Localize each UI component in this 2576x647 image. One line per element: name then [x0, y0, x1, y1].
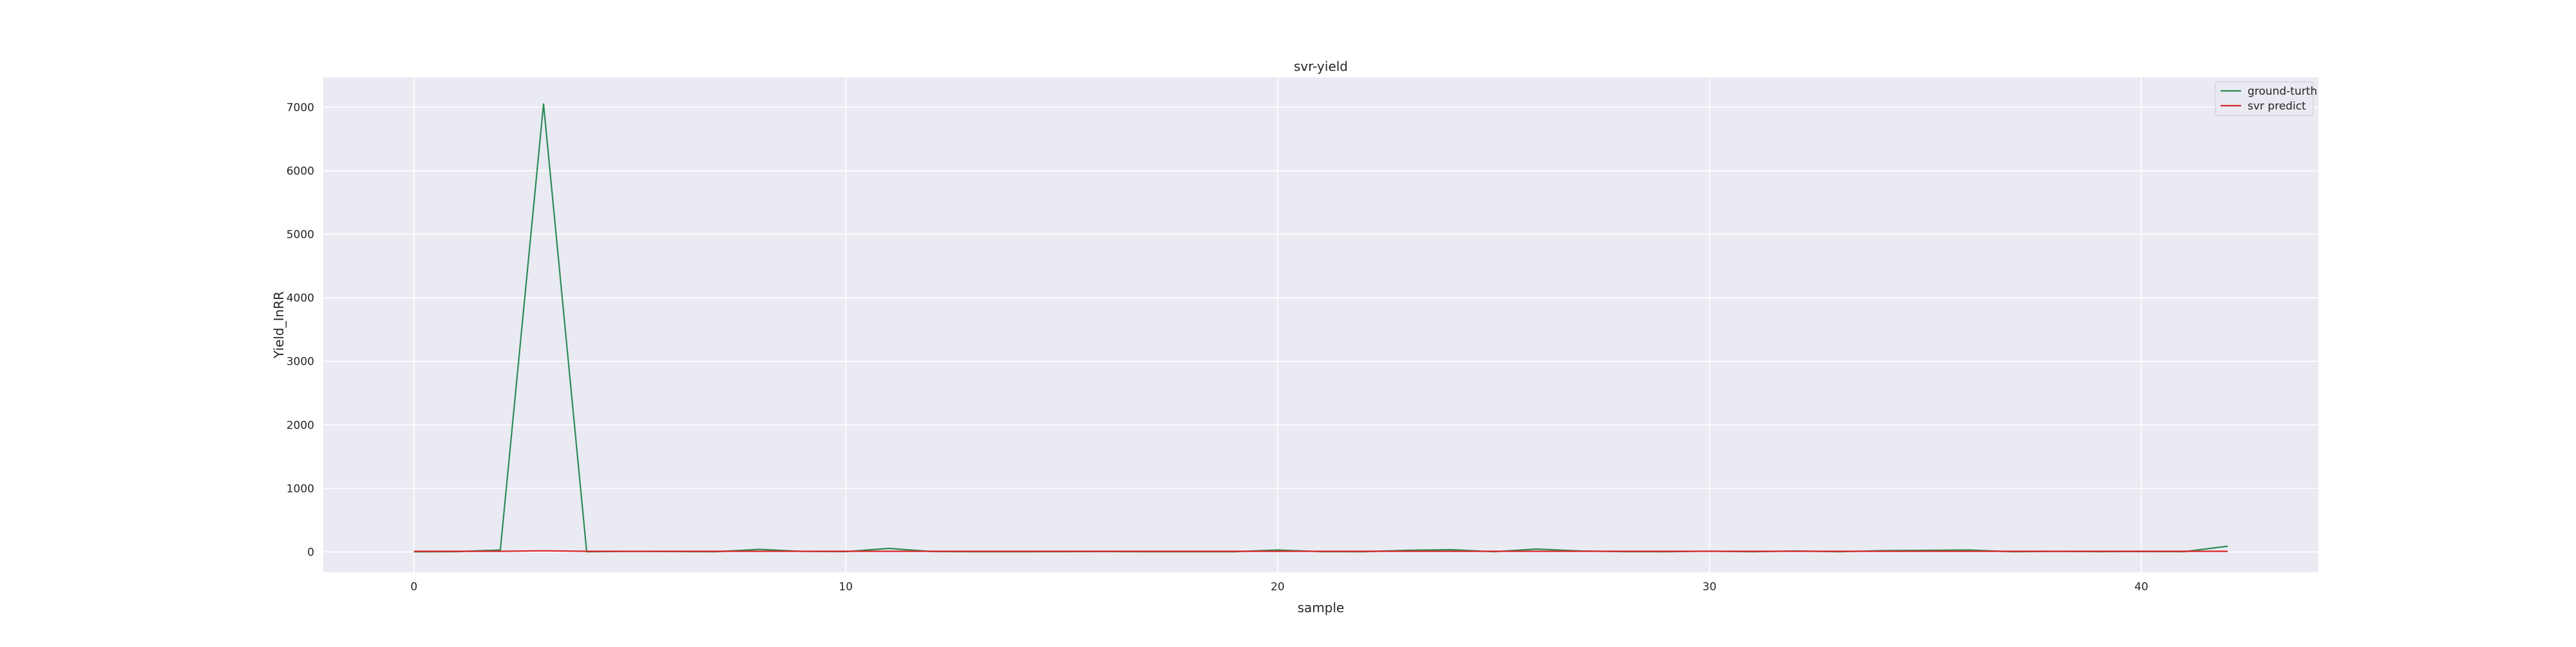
- plot-area: [323, 77, 2318, 572]
- x-tick-label: 0: [410, 581, 417, 594]
- chart-title: svr-yield: [1294, 59, 1348, 74]
- legend-label-ground-turth: ground-turth: [2248, 85, 2317, 98]
- y-tick-label: 3000: [287, 356, 314, 369]
- tick-labels: 0 1000 2000 3000 4000 5000 6000 7000 0 10 20 30 40: [287, 101, 2148, 594]
- legend-label-svr-predict: svr predict: [2248, 100, 2306, 113]
- y-tick-label: 1000: [287, 483, 314, 496]
- legend: ground-turth svr predict: [2215, 81, 2317, 116]
- grid: [323, 77, 2318, 572]
- x-tick-label: 30: [1703, 581, 1717, 594]
- y-axis-label: Yield_InRR: [271, 291, 287, 359]
- x-tick-label: 20: [1271, 581, 1285, 594]
- y-tick-label: 4000: [287, 292, 314, 305]
- x-tick-label: 40: [2134, 581, 2148, 594]
- y-tick-label: 0: [307, 546, 314, 559]
- x-tick-label: 10: [839, 581, 853, 594]
- y-tick-label: 2000: [287, 419, 314, 432]
- x-axis-label: sample: [1298, 600, 1345, 615]
- series-lines: [413, 103, 2228, 553]
- y-tick-label: 7000: [287, 101, 314, 114]
- series-line-svr-predict: [413, 550, 2228, 552]
- y-tick-label: 5000: [287, 229, 314, 242]
- y-tick-label: 6000: [287, 165, 314, 178]
